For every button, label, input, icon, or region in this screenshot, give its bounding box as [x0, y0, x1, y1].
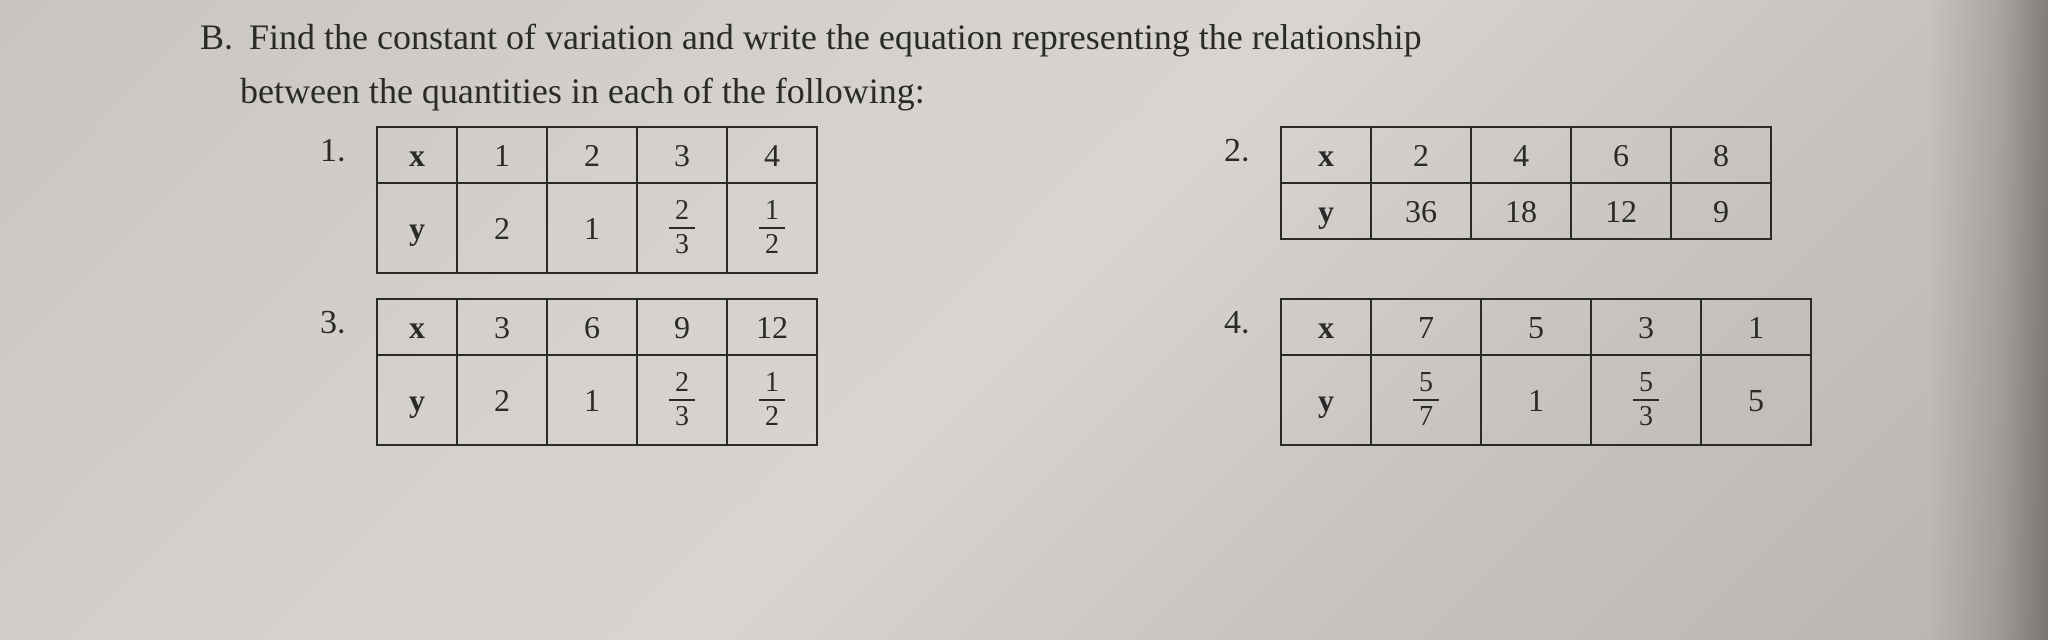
cell: 12 — [727, 183, 817, 273]
y-label: y — [377, 355, 457, 445]
table-row: x 7 5 3 1 — [1281, 299, 1811, 355]
cell: 4 — [1471, 127, 1571, 183]
x-label: x — [1281, 127, 1371, 183]
cell: 1 — [1701, 299, 1811, 355]
table-number-4: 4. — [1224, 298, 1280, 342]
cell: 12 — [1571, 183, 1671, 239]
cell: 2 — [457, 355, 547, 445]
table-3: x 3 6 9 12 y 2 1 23 12 — [376, 298, 818, 446]
table-block-1: 1. x 1 2 3 4 y 2 1 23 12 — [320, 126, 1024, 274]
cell: 12 — [727, 355, 817, 445]
cell: 5 — [1701, 355, 1811, 445]
table-block-4: 4. x 7 5 3 1 y 57 1 53 5 — [1224, 298, 1928, 446]
x-label: x — [377, 299, 457, 355]
cell: 57 — [1371, 355, 1481, 445]
question-label: B. — [200, 10, 240, 64]
table-row: y 57 1 53 5 — [1281, 355, 1811, 445]
table-row: x 1 2 3 4 — [377, 127, 817, 183]
table-row: x 2 4 6 8 — [1281, 127, 1771, 183]
table-row: y 2 1 23 12 — [377, 183, 817, 273]
question-line1: Find the constant of variation and write… — [249, 17, 1422, 57]
cell: 4 — [727, 127, 817, 183]
table-1: x 1 2 3 4 y 2 1 23 12 — [376, 126, 818, 274]
cell: 53 — [1591, 355, 1701, 445]
cell: 1 — [457, 127, 547, 183]
cell: 1 — [547, 183, 637, 273]
table-2: x 2 4 6 8 y 36 18 12 9 — [1280, 126, 1772, 240]
cell: 3 — [637, 127, 727, 183]
cell: 6 — [547, 299, 637, 355]
table-row: y 36 18 12 9 — [1281, 183, 1771, 239]
cell: 3 — [1591, 299, 1701, 355]
cell: 5 — [1481, 299, 1591, 355]
page-curve-shadow — [1928, 0, 2048, 640]
x-label: x — [377, 127, 457, 183]
cell: 8 — [1671, 127, 1771, 183]
cell: 2 — [1371, 127, 1471, 183]
cell: 36 — [1371, 183, 1471, 239]
table-number-2: 2. — [1224, 126, 1280, 170]
table-number-1: 1. — [320, 126, 376, 170]
cell: 12 — [727, 299, 817, 355]
cell: 23 — [637, 355, 727, 445]
question-text: B. Find the constant of variation and wr… — [200, 10, 1928, 118]
cell: 18 — [1471, 183, 1571, 239]
cell: 9 — [1671, 183, 1771, 239]
x-label: x — [1281, 299, 1371, 355]
cell: 2 — [547, 127, 637, 183]
cell: 7 — [1371, 299, 1481, 355]
cell: 1 — [547, 355, 637, 445]
cell: 3 — [457, 299, 547, 355]
table-4: x 7 5 3 1 y 57 1 53 5 — [1280, 298, 1812, 446]
table-number-3: 3. — [320, 298, 376, 342]
question-line2: between the quantities in each of the fo… — [200, 71, 925, 111]
table-block-3: 3. x 3 6 9 12 y 2 1 23 12 — [320, 298, 1024, 446]
table-row: x 3 6 9 12 — [377, 299, 817, 355]
y-label: y — [377, 183, 457, 273]
cell: 1 — [1481, 355, 1591, 445]
table-row: y 2 1 23 12 — [377, 355, 817, 445]
table-block-2: 2. x 2 4 6 8 y 36 18 12 9 — [1224, 126, 1928, 274]
cell: 6 — [1571, 127, 1671, 183]
y-label: y — [1281, 355, 1371, 445]
y-label: y — [1281, 183, 1371, 239]
tables-container: 1. x 1 2 3 4 y 2 1 23 12 2. — [200, 126, 1928, 446]
cell: 9 — [637, 299, 727, 355]
cell: 2 — [457, 183, 547, 273]
cell: 23 — [637, 183, 727, 273]
